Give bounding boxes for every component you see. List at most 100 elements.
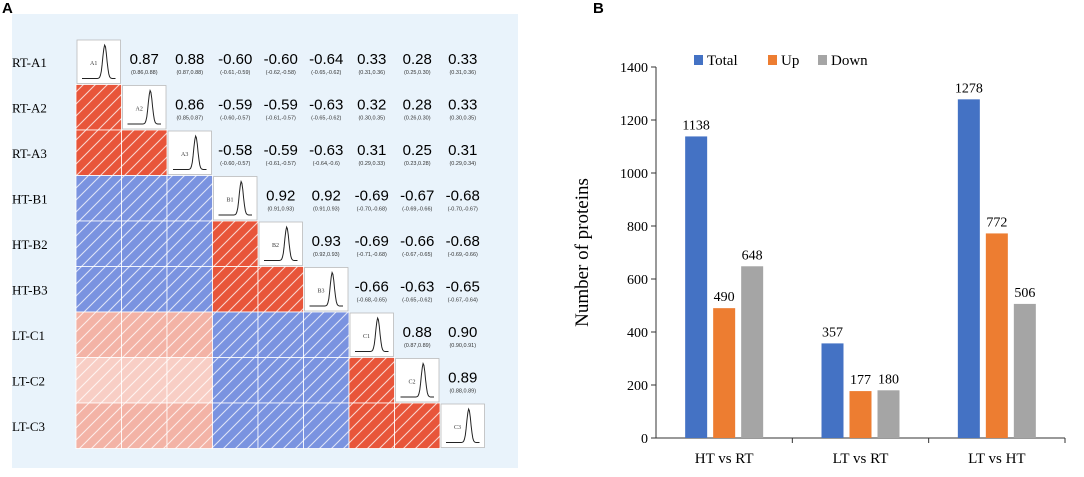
corr-value: -0.68 xyxy=(446,233,480,250)
corr-value: -0.66 xyxy=(400,233,434,250)
density-cell xyxy=(122,85,167,130)
bar-value-label: 357 xyxy=(822,325,843,340)
diag-label: C2 xyxy=(409,379,416,385)
row-label-rt-a3: RT-A3 xyxy=(12,146,47,161)
bar-value-label: 772 xyxy=(986,215,1007,230)
corr-ci: (0.29,0.33) xyxy=(358,161,385,167)
bar-value-label: 180 xyxy=(878,372,899,387)
corr-ci: (-0.61,-0.57) xyxy=(266,115,296,121)
density-cell xyxy=(349,312,394,357)
corr-value: -0.63 xyxy=(309,142,343,159)
bar-value-label: 1138 xyxy=(682,118,709,133)
corr-value: -0.59 xyxy=(218,96,252,113)
corr-cell-hatch xyxy=(348,402,395,449)
y-tick-label: 200 xyxy=(627,379,648,394)
corr-ci: (0.85,0.87) xyxy=(176,115,203,121)
corr-value: 0.31 xyxy=(357,142,386,159)
bar-up xyxy=(849,391,872,438)
corr-cell-hatch xyxy=(166,402,213,449)
corr-cell-hatch xyxy=(75,402,122,449)
corr-cell-hatch xyxy=(212,402,259,449)
corr-ci: (-0.67,-0.64) xyxy=(448,297,478,303)
corr-cell-hatch xyxy=(75,84,122,131)
density-cell xyxy=(76,39,121,84)
diag-label: B1 xyxy=(227,197,234,203)
corr-ci: (-0.69,-0.66) xyxy=(448,252,478,258)
corr-cell-hatch xyxy=(75,266,122,313)
corr-ci: (0.26,0.30) xyxy=(404,115,431,121)
corr-ci: (-0.65,-0.62) xyxy=(402,297,432,303)
corr-cell-hatch xyxy=(212,311,259,358)
corr-value: -0.60 xyxy=(218,51,252,68)
corr-value: -0.64 xyxy=(309,51,343,68)
corr-cell-hatch xyxy=(166,175,213,222)
corr-ci: (0.88,0.89) xyxy=(449,388,476,394)
density-cell xyxy=(395,358,440,403)
legend-swatch-up xyxy=(768,55,777,65)
corr-ci: (-0.71,-0.68) xyxy=(357,252,387,258)
bar-value-label: 1278 xyxy=(955,81,983,96)
y-tick-label: 1400 xyxy=(620,61,648,76)
bar-value-label: 177 xyxy=(850,373,871,388)
corr-value: -0.65 xyxy=(446,278,480,295)
bar-value-label: 506 xyxy=(1014,286,1035,301)
corr-cell-hatch xyxy=(121,129,168,176)
corr-value: 0.89 xyxy=(448,369,477,386)
corr-value: -0.58 xyxy=(218,142,252,159)
corr-ci: (-0.64,-0.6) xyxy=(313,161,340,167)
corr-value: 0.32 xyxy=(357,96,386,113)
corr-ci: (-0.61,-0.57) xyxy=(266,161,296,167)
corr-value: 0.25 xyxy=(403,142,432,159)
density-curve xyxy=(127,89,161,125)
corr-ci: (-0.62,-0.58) xyxy=(266,70,296,76)
corr-ci: (0.87,0.88) xyxy=(176,70,203,76)
diag-label: C3 xyxy=(454,425,461,431)
corr-value: -0.59 xyxy=(264,96,298,113)
corr-ci: (0.30,0.35) xyxy=(358,115,385,121)
corr-cell-hatch xyxy=(394,402,441,449)
corr-value: -0.69 xyxy=(355,233,389,250)
corr-ci: (-0.67,-0.65) xyxy=(402,252,432,258)
corr-cell-hatch xyxy=(75,220,122,267)
legend-swatch-down xyxy=(818,55,827,65)
corr-value: -0.63 xyxy=(400,278,434,295)
corr-ci: (0.23,0.28) xyxy=(404,161,431,167)
corr-ci: (0.87,0.89) xyxy=(404,343,431,349)
corr-cell-hatch xyxy=(75,311,122,358)
legend-label-down: Down xyxy=(831,53,868,69)
corr-cell-hatch xyxy=(212,357,259,404)
corr-cell-hatch xyxy=(257,402,304,449)
bar-total xyxy=(957,99,980,438)
y-tick-label: 0 xyxy=(641,432,648,447)
corr-value: -0.66 xyxy=(355,278,389,295)
y-tick-label: 1200 xyxy=(620,114,648,129)
corr-ci: (0.92,0.93) xyxy=(313,252,340,258)
y-tick-label: 600 xyxy=(627,273,648,288)
bar-up xyxy=(713,308,736,438)
legend-label-up: Up xyxy=(781,53,799,69)
corr-ci: (-0.65,-0.62) xyxy=(311,70,341,76)
corr-ci: (-0.70,-0.68) xyxy=(357,206,387,212)
correlation-matrix: RT-A1 RT-A2 RT-A3 HT-B1 HT-B2 HT-B3 LT-C1 LT-C2… xyxy=(12,39,485,449)
corr-ci: (0.30,0.35) xyxy=(449,115,476,121)
corr-cell-hatch xyxy=(121,175,168,222)
corr-value: 0.28 xyxy=(403,96,432,113)
corr-cell-hatch xyxy=(75,357,122,404)
corr-value: 0.93 xyxy=(312,233,341,250)
corr-ci: (-0.61,-0.59) xyxy=(220,70,250,76)
corr-cell-hatch xyxy=(121,402,168,449)
x-tick-label: LT vs RT xyxy=(833,451,889,467)
density-cell xyxy=(304,267,349,312)
corr-cell-hatch xyxy=(121,220,168,267)
row-label-lt-c1: LT-C1 xyxy=(12,328,45,343)
corr-cell-hatch xyxy=(303,311,350,358)
bar-up xyxy=(985,233,1008,438)
corr-ci: (0.25,0.30) xyxy=(404,70,431,76)
bar-value-label: 490 xyxy=(714,290,735,305)
y-axis-title: Number of proteins xyxy=(572,178,593,327)
corr-cell-hatch xyxy=(75,175,122,222)
density-curve xyxy=(309,271,343,307)
y-tick-label: 400 xyxy=(627,326,648,341)
corr-cell-hatch xyxy=(257,266,304,313)
bar-value-label: 648 xyxy=(742,248,763,263)
